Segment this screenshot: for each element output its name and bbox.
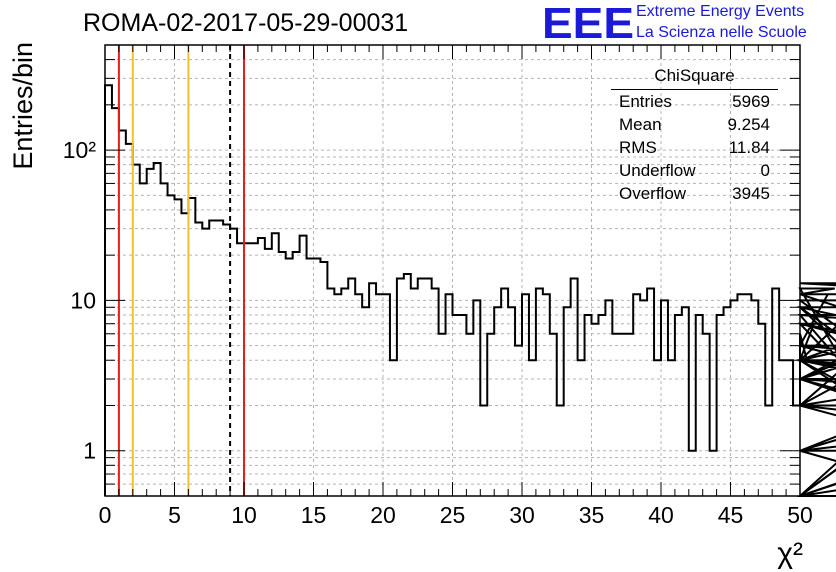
stats-value: 9.254 <box>727 115 770 134</box>
x-tick-label: 0 <box>99 502 112 528</box>
stats-value: 5969 <box>732 92 770 111</box>
x-tick-label: 25 <box>440 502 466 528</box>
stats-header: ChiSquare <box>654 66 735 85</box>
threshold-lines-layer <box>117 45 245 496</box>
histogram-layer <box>104 84 836 497</box>
x-tick-label: 5 <box>168 502 181 528</box>
logo-mark: EEE <box>542 2 634 42</box>
x-tick-label: 30 <box>509 502 535 528</box>
x-tick-label: 10 <box>231 502 257 528</box>
x-axis-label: χ² <box>777 537 803 570</box>
x-tick-label: 40 <box>648 502 674 528</box>
logo-line-1: Extreme Energy Events <box>636 3 805 20</box>
logo-line-2: La Scienza nelle Scuole <box>636 24 807 41</box>
stats-value: 3945 <box>732 184 770 203</box>
y-tick-label: 10² <box>63 137 97 163</box>
stats-value: 0 <box>760 161 770 180</box>
stats-row: Overflow 3945 <box>611 182 778 205</box>
x-tick-label: 15 <box>301 502 327 528</box>
stats-row: RMS 11.84 <box>611 136 778 159</box>
axes-layer: 0 5 10 15 20 25 30 35 40 45 50 1 10 10² <box>63 44 813 528</box>
stats-label: RMS <box>619 138 657 157</box>
stats-row: Mean 9.254 <box>611 113 778 136</box>
stats-row: Underflow 0 <box>611 159 778 182</box>
y-tick-label: 10 <box>70 287 96 313</box>
stats-value: 11.84 <box>728 138 770 157</box>
x-tick-label: 45 <box>718 502 744 528</box>
eee-logo: EEE <box>542 2 634 42</box>
stats-label: Underflow <box>619 161 696 180</box>
stats-divider <box>611 89 778 90</box>
stats-rows: Entries 5969 Mean 9.254 RMS 11.84 Underflow 0 Ov… <box>611 90 778 205</box>
stats-label: Entries <box>619 92 672 111</box>
x-tick-label: 50 <box>787 502 813 528</box>
histogram-outline <box>104 84 836 497</box>
stats-row: Entries 5969 <box>611 90 778 113</box>
page-title: ROMA-02-2017-05-29-00031 <box>83 9 409 37</box>
stats-label: Mean <box>619 115 662 134</box>
y-tick-label: 1 <box>83 438 96 464</box>
stats-label: Overflow <box>619 184 687 203</box>
grid-layer <box>105 45 800 496</box>
stats-box: ChiSquare Entries 5969 Mean 9.254 RMS 11.84 Un… <box>611 65 778 205</box>
x-tick-label: 35 <box>579 502 605 528</box>
x-tick-label: 20 <box>370 502 396 528</box>
logo-text: Extreme Energy Events La Scienza nelle S… <box>636 1 807 43</box>
y-axis-label: Entries/bin <box>8 42 38 170</box>
